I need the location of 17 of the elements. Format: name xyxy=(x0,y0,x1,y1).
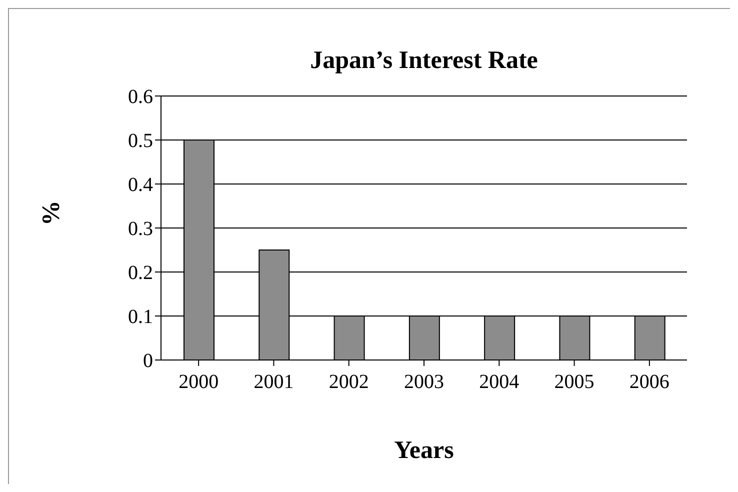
x-tick-label: 2002 xyxy=(328,371,369,394)
x-tick-label: 2005 xyxy=(554,371,594,394)
y-tick-label: 0.3 xyxy=(128,218,153,240)
x-tick-label: 2000 xyxy=(178,371,219,394)
x-axis-title: Years xyxy=(393,437,455,465)
chart-title: Japan’s Interest Rate xyxy=(309,47,539,75)
x-tick-label: 2001 xyxy=(254,371,294,394)
y-tick-label: 0.1 xyxy=(128,306,153,328)
y-tick-label: 0.6 xyxy=(128,86,153,108)
y-tick-label: 0.2 xyxy=(128,262,153,284)
x-tick-label: 2004 xyxy=(479,371,520,394)
y-tick-label: 0 xyxy=(143,350,153,372)
y-tick-label: 0.4 xyxy=(128,174,153,196)
x-tick-label: 2006 xyxy=(629,371,670,394)
x-tick-label: 2003 xyxy=(404,371,444,394)
y-axis-title: % xyxy=(38,200,66,228)
y-tick-label: 0.5 xyxy=(128,130,153,152)
